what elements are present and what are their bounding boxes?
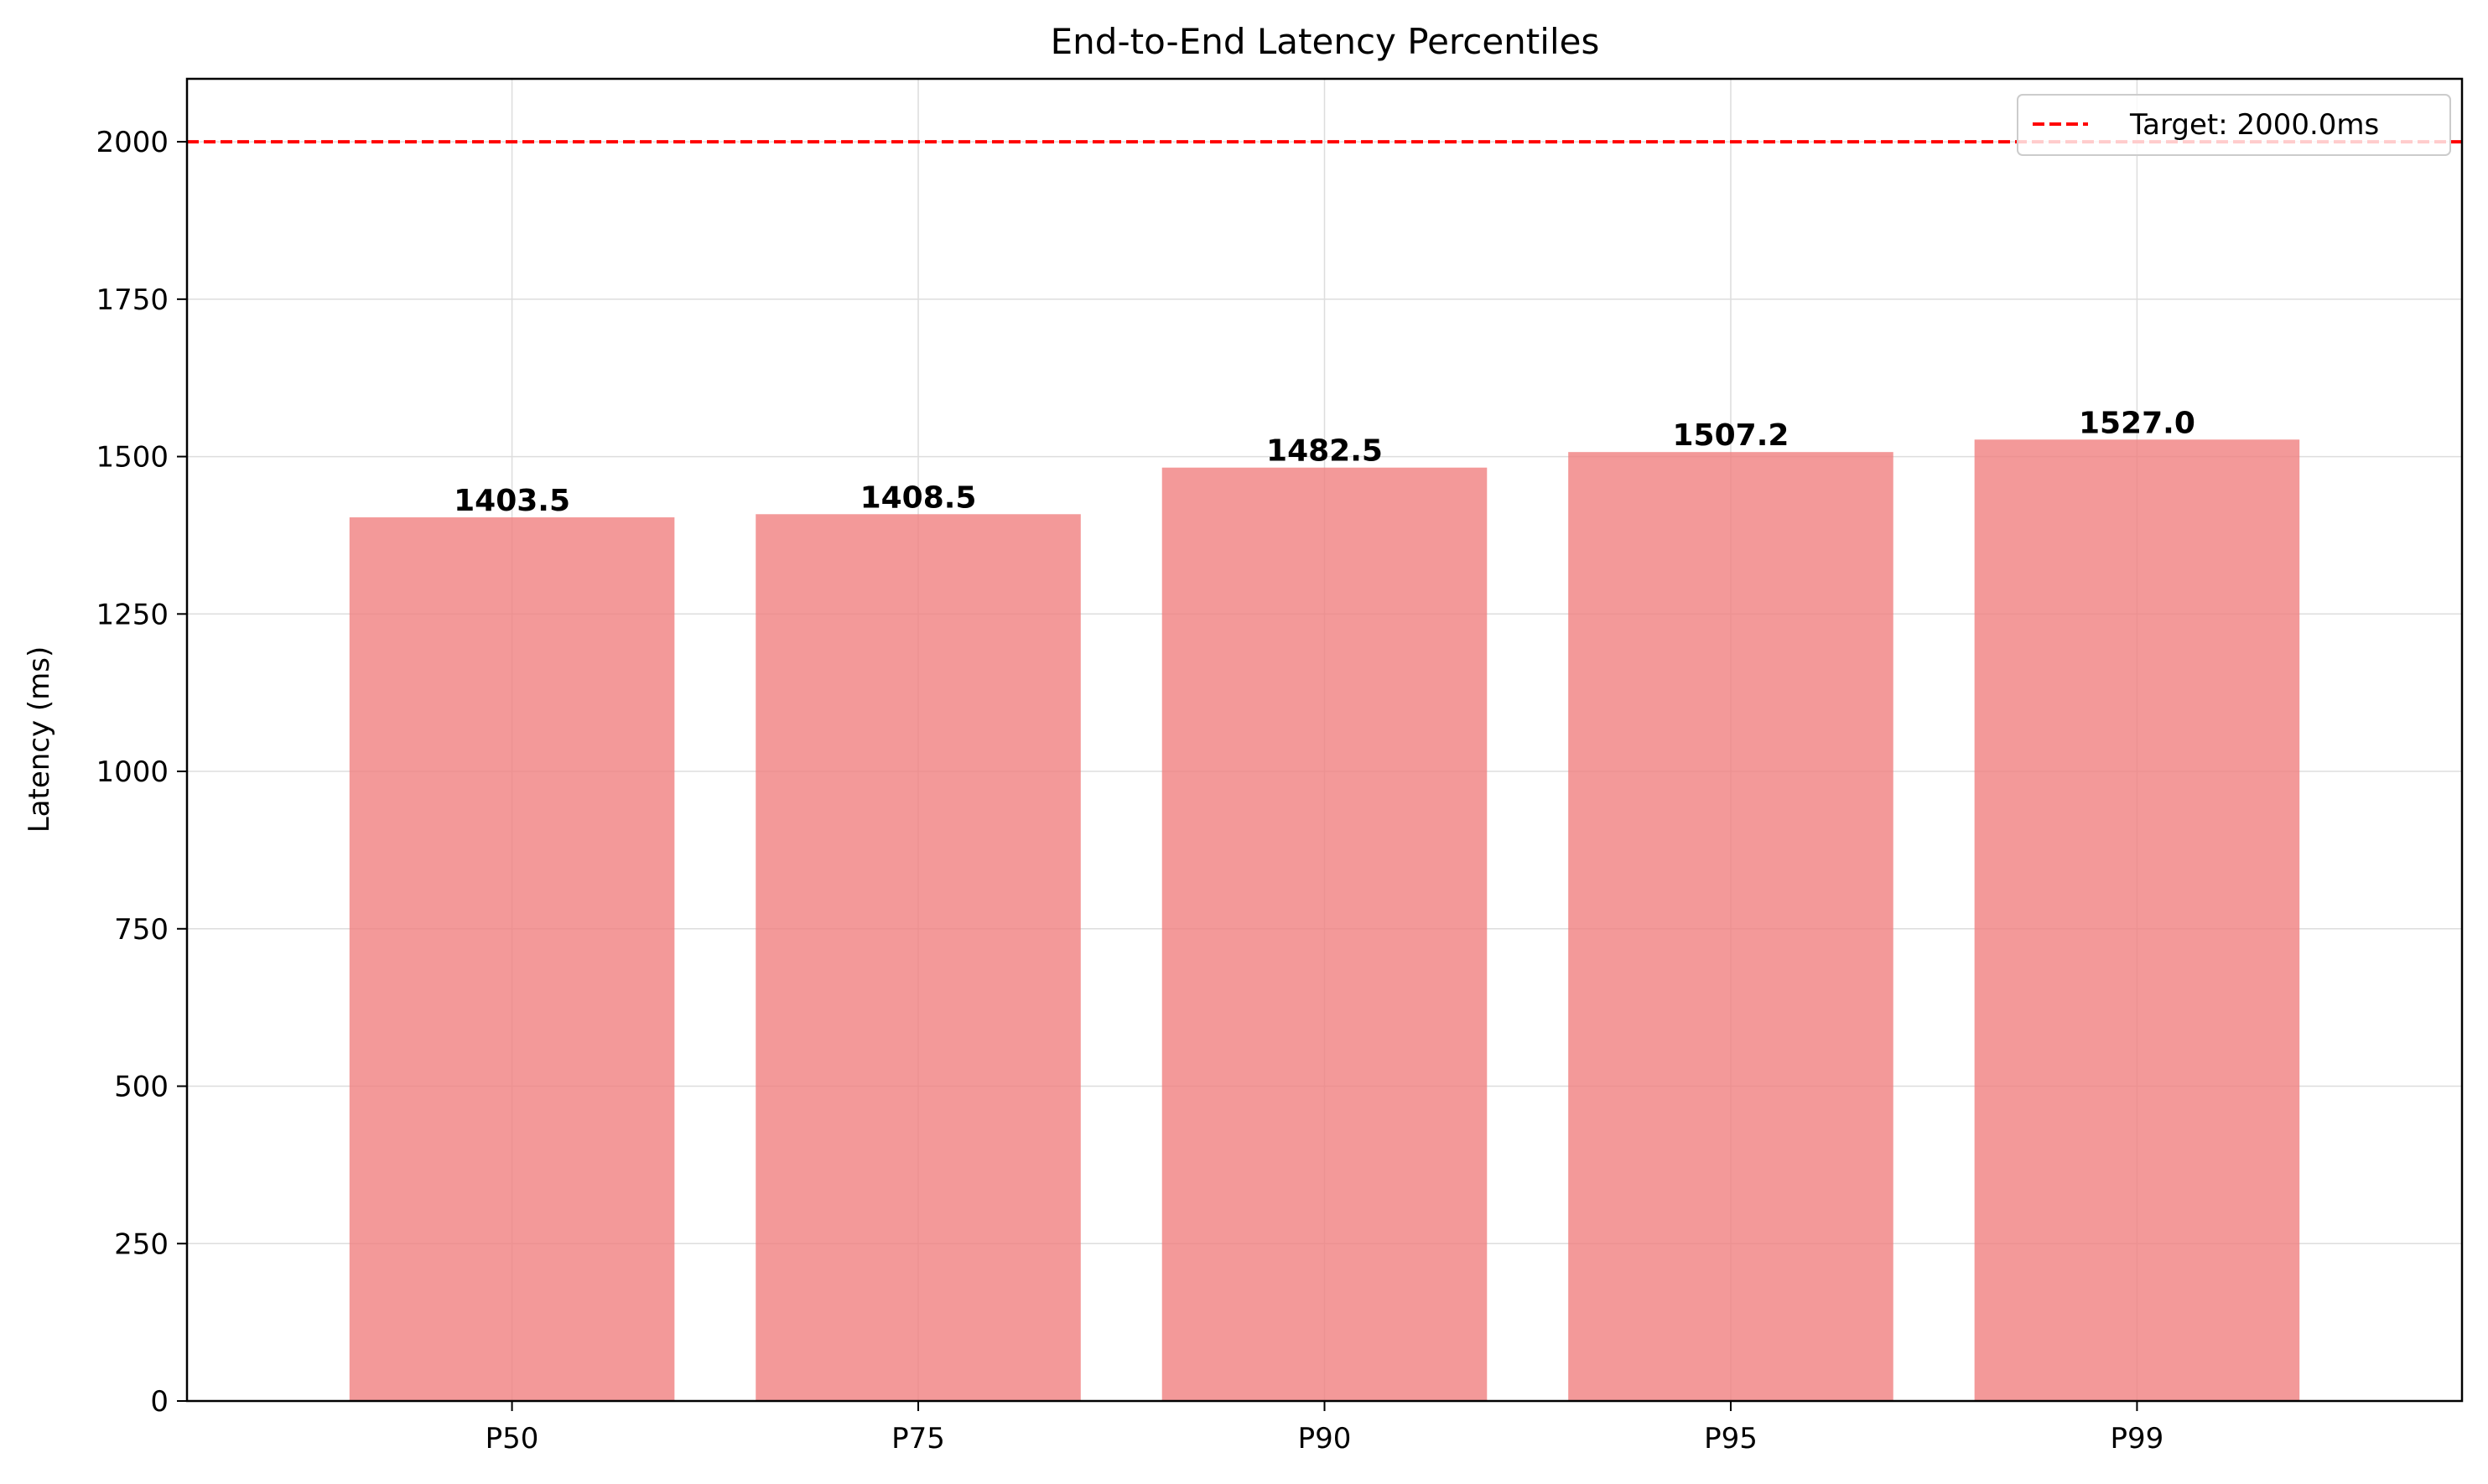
bar-value-label: 1507.2 [1673, 418, 1789, 453]
y-tick-label: 0 [150, 1385, 169, 1419]
x-tick-label: P95 [1704, 1422, 1758, 1455]
y-tick-label: 1500 [96, 441, 169, 475]
y-tick-label: 250 [114, 1227, 169, 1261]
y-axis: 0 250 500 750 1000 1250 1500 1750 2000 [96, 126, 187, 1419]
bar-value-label: 1527.0 [2079, 406, 2195, 440]
x-axis: P50 P75 P90 P95 P99 [486, 1401, 2164, 1455]
bar [1974, 439, 2300, 1402]
value-labels: 1403.5 1408.5 1482.5 1507.2 1527.0 [454, 406, 2195, 518]
bar-value-label: 1403.5 [454, 484, 570, 518]
chart-title: End-to-End Latency Percentiles [1051, 21, 1600, 62]
bar-value-label: 1482.5 [1266, 434, 1383, 469]
bars [349, 439, 2300, 1402]
y-tick-label: 1750 [96, 283, 169, 317]
y-tick-label: 2000 [96, 126, 169, 159]
x-tick-label: P75 [891, 1422, 945, 1455]
legend-box [2017, 94, 2451, 156]
bar [1568, 452, 1893, 1401]
x-tick-label: P90 [1298, 1422, 1352, 1455]
y-tick-label: 500 [114, 1071, 169, 1104]
bar-value-label: 1408.5 [860, 480, 977, 515]
bar [756, 514, 1081, 1401]
legend-label-target: Target: 2000.0ms [2129, 108, 2379, 142]
y-tick-label: 1000 [96, 755, 169, 789]
y-tick-label: 1250 [96, 598, 169, 631]
legend: Target: 2000.0ms [2017, 94, 2451, 156]
bar [1161, 467, 1488, 1401]
y-axis-label: Latency (ms) [23, 646, 56, 833]
bar [349, 517, 675, 1401]
x-tick-label: P99 [2111, 1422, 2164, 1455]
y-tick-label: 750 [114, 913, 169, 947]
x-tick-label: P50 [486, 1422, 539, 1455]
